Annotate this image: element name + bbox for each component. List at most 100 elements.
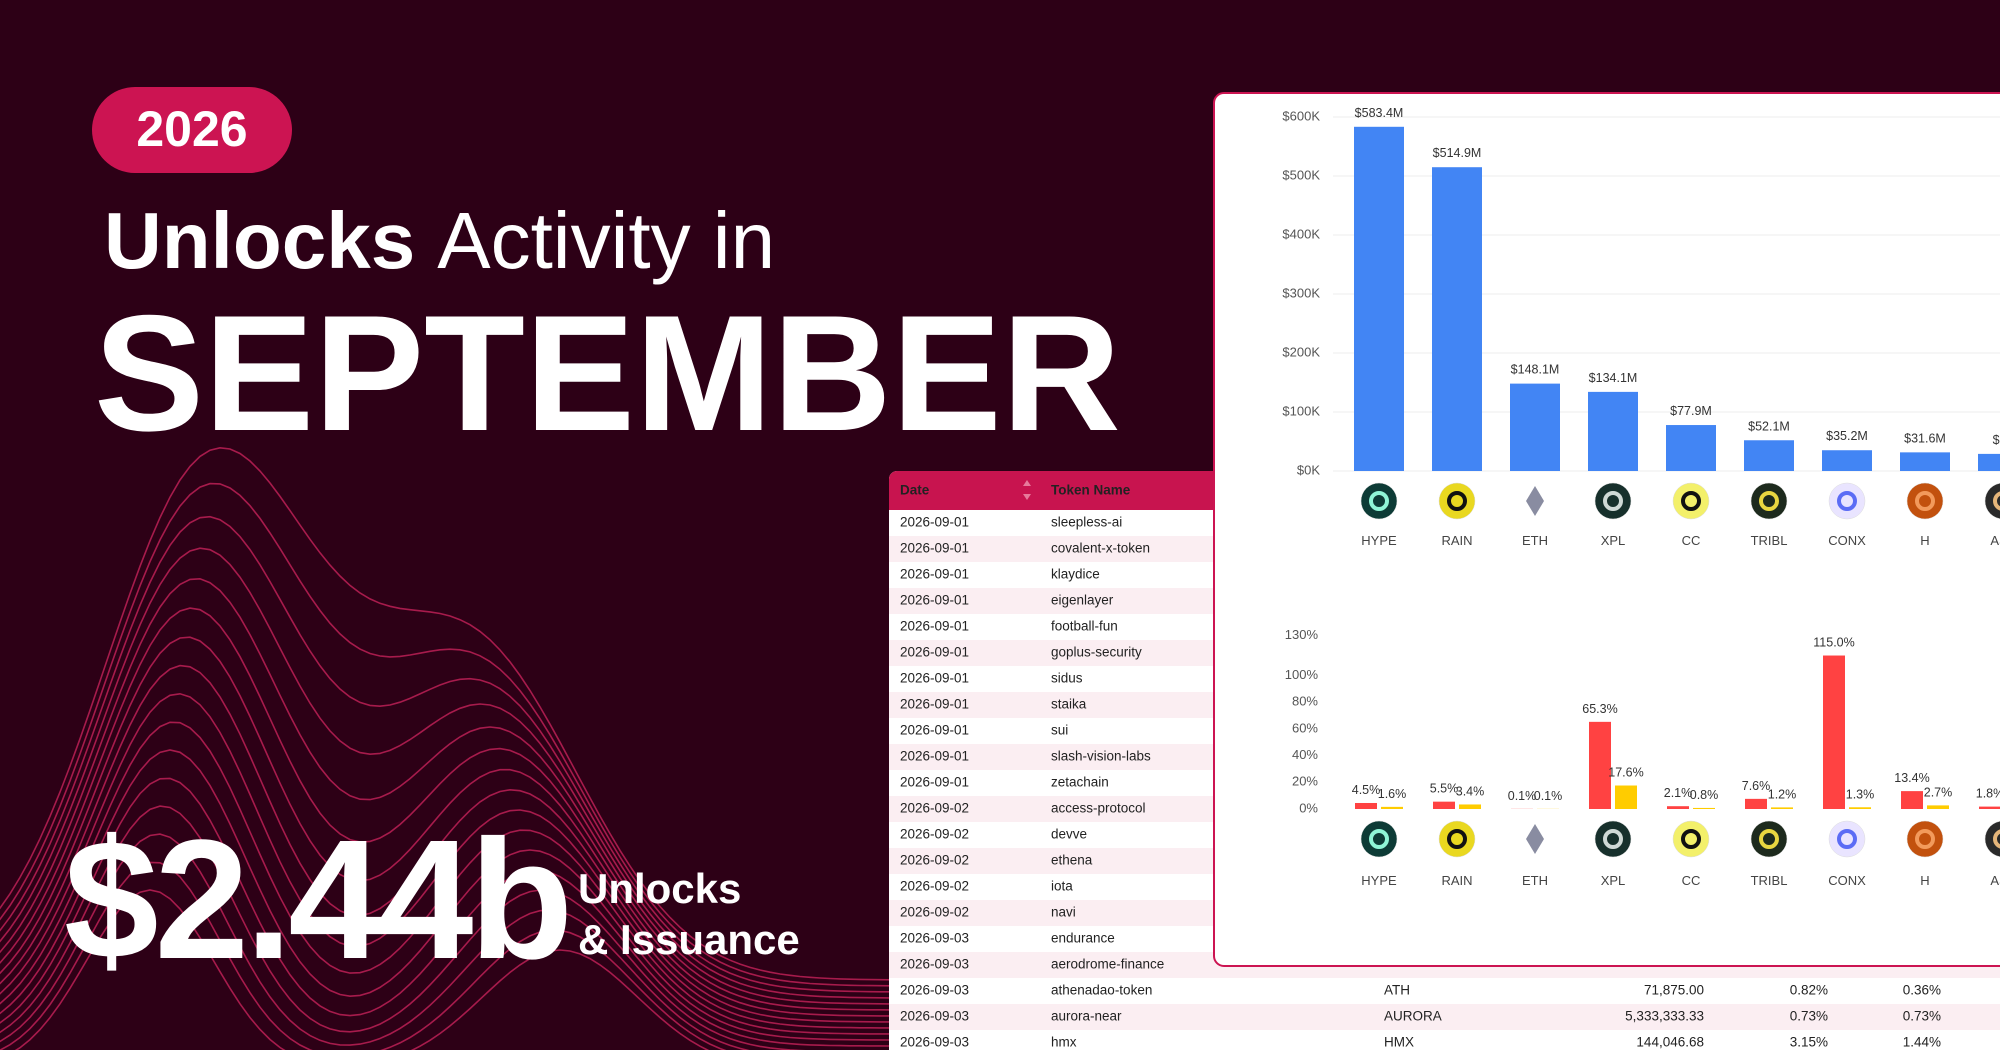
table-cell: klaydice [1051,567,1100,582]
table-cell: athenadao-token [1051,983,1152,998]
token-icon [1828,482,1866,520]
bar [1615,785,1637,809]
table-cell: 2026-09-01 [900,645,969,660]
table-cell: eigenlayer [1051,593,1114,608]
table-cell: 2026-09-01 [900,671,969,686]
table-row-bg [889,1004,2000,1030]
charts: $0K $100K $200K $300K $400K $500K $600K HYPE RAI… [1282,106,2000,888]
x-tick-label: H [1920,533,1929,548]
wave-line [0,805,807,1050]
title-rest: Activity in [437,196,775,285]
table-cell: sui [1051,723,1068,738]
token-icon [1672,820,1710,858]
y-tick-label: $200K [1282,344,1320,359]
x-tick-label: TRIBL [1751,873,1788,888]
table-cell: staika [1051,697,1087,712]
bar [1900,452,1950,471]
token-icon-mark [1603,829,1623,849]
value-label: 0.8% [1690,788,1719,802]
token-icon-mark [1837,829,1857,849]
token-icon [1672,482,1710,520]
x-tick-label: HYPE [1361,873,1397,888]
wave-line [0,861,727,1050]
wave-line [0,446,960,981]
wave-line [0,515,960,993]
token-icon-mark [1603,491,1623,511]
y-tick-label: $300K [1282,285,1320,300]
wave-line [0,577,960,1005]
value-label: 115.0% [1813,636,1854,650]
y-tick-label: $400K [1282,226,1320,241]
token-icon [1906,820,1944,858]
token-icon-mark [1759,829,1779,849]
token-icon-mark [1915,491,1935,511]
table-cell: sidus [1051,671,1083,686]
wave-line [14,889,710,1050]
sort-icon [1023,480,1031,500]
x-tick-label: XPL [1601,873,1626,888]
token-icon-mark [1369,829,1389,849]
x-tick-label: AST [1990,533,2000,548]
token-icon [1984,820,2000,858]
bar [1510,383,1560,471]
wave-line [0,721,960,1035]
table-cell: 71,875.00 [1644,983,1704,998]
table-header-cell: Date [900,483,930,498]
y-tick-label: $600K [1282,108,1320,123]
token-icon-mark [1915,829,1935,849]
y-tick-label: 130% [1285,627,1319,642]
x-tick-label: HYPE [1361,533,1397,548]
table-cell: zetachain [1051,775,1109,790]
value-label: 1.8% [1976,787,2000,801]
y-tick-label: 40% [1292,747,1318,762]
table-cell: slash-vision-labs [1051,749,1151,764]
value-label: $583.4M [1355,106,1404,120]
value-label: $514.9M [1433,146,1482,160]
bar [1744,440,1794,471]
value-label: $35.2M [1826,429,1868,443]
x-tick-label: CC [1682,873,1701,888]
token-icon [1526,824,1544,854]
x-tick-label: CONX [1828,533,1866,548]
year-text: 2026 [136,101,247,157]
wave-line [0,664,960,1023]
wave-line [0,482,960,987]
table-cell: 0.36% [1903,983,1941,998]
token-icon-mark [1447,829,1467,849]
value-label: $77.9M [1670,404,1712,418]
bar [1693,807,1715,809]
table-cell: 2026-09-03 [900,957,969,972]
wave-line [0,777,960,1047]
table-cell: 2026-09-02 [900,827,969,842]
wave-line [0,636,960,1017]
table-cell: 2026-09-01 [900,593,969,608]
table-cell: 2026-09-01 [900,749,969,764]
table-cell: ATH [1384,983,1410,998]
bar [1459,804,1481,809]
wave-line [0,547,960,999]
wave-line [0,607,960,1011]
y-tick-label: 20% [1292,774,1318,789]
x-tick-label: CC [1682,533,1701,548]
table-cell: 2026-09-02 [900,879,969,894]
value-label: 1.3% [1846,787,1875,801]
token-icon [1750,820,1788,858]
value-label: 5.5% [1430,782,1459,796]
table-cell: 0.73% [1903,1009,1941,1024]
bar [1589,721,1611,809]
bar [1771,807,1793,809]
table-cell: sleepless-ai [1051,515,1122,530]
token-icon [1906,482,1944,520]
y-tick-label: 60% [1292,720,1318,735]
table-cell: 2026-09-02 [900,853,969,868]
bar [1822,450,1872,471]
table-cell: access-protocol [1051,801,1146,816]
value-label: 1.6% [1378,787,1407,801]
table-cell: 2026-09-01 [900,723,969,738]
value-label: $52.1M [1748,419,1790,433]
y-tick-label: $0K [1297,462,1320,477]
bar [1666,425,1716,471]
table-cell: hmx [1051,1035,1077,1050]
table-cell: 2026-09-01 [900,619,969,634]
